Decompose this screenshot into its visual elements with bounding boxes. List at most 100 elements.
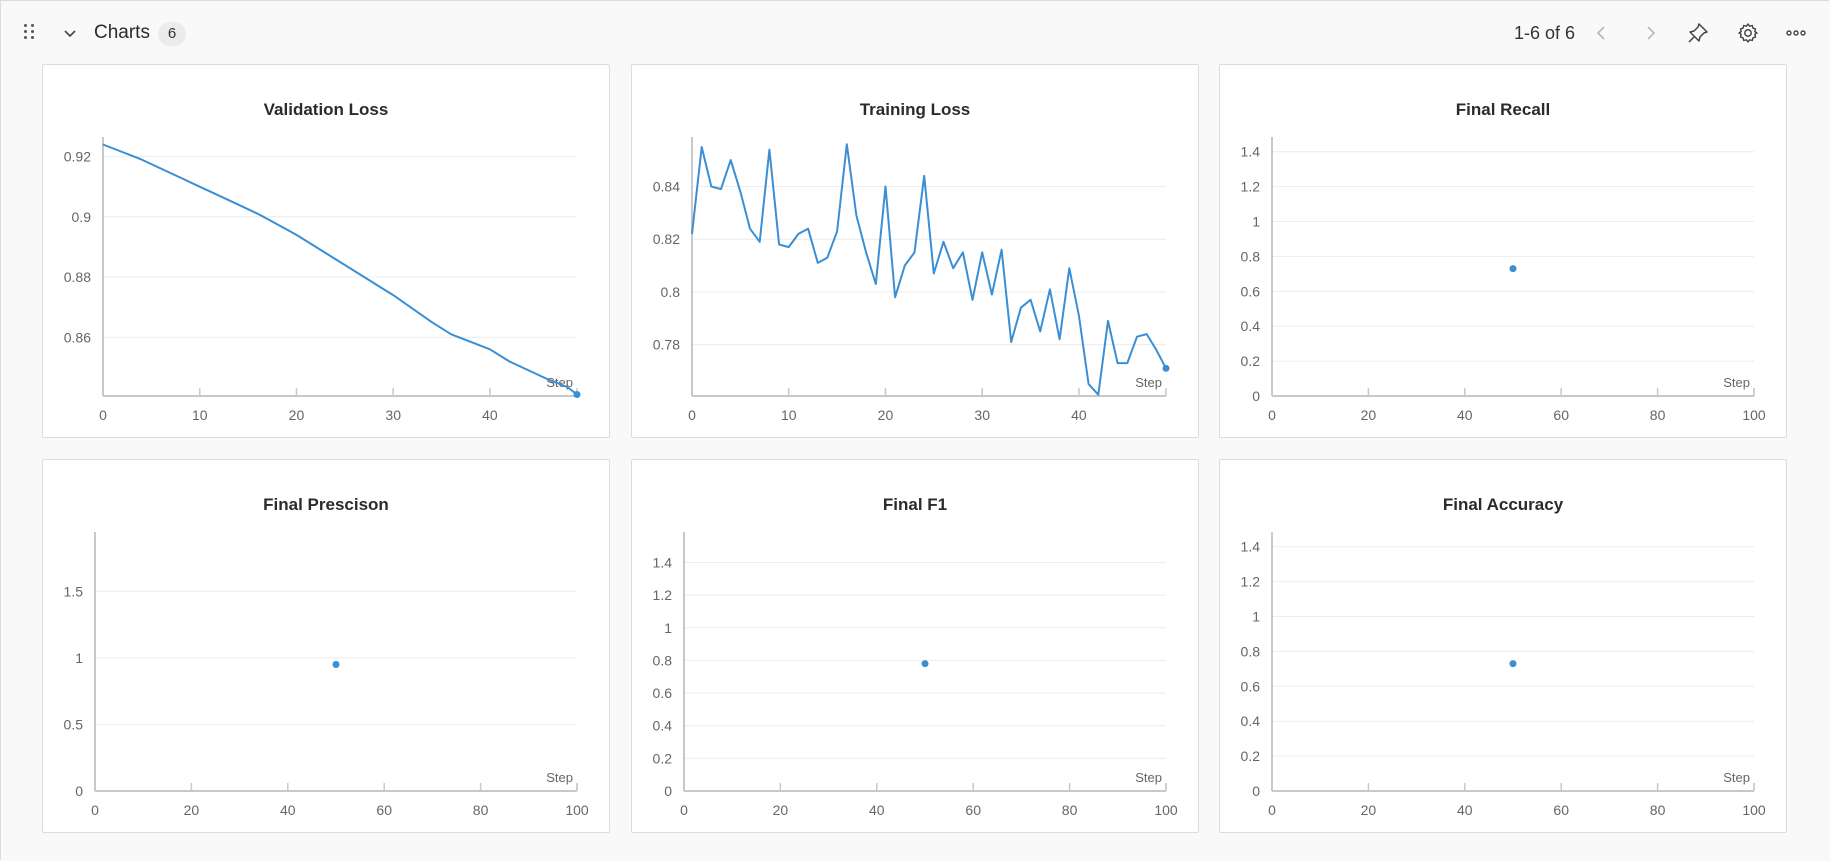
y-tick-label: 0.8 [653,652,673,668]
chart-panel-final-precision[interactable]: Final Prescison 0 0.5 1 1.5 0 20 40 60 80 100 Step [42,459,610,833]
x-tick-label: 0 [91,802,99,818]
series-line [691,143,1167,396]
x-tick-label: 30 [385,407,401,423]
chart-panel-final-recall[interactable]: Final Recall 0 0.2 0.4 0.6 0.8 1 1.2 1.4 0 20 40 60 8… [1219,64,1787,438]
chevron-right-icon[interactable] [1638,21,1662,45]
y-tick-label: 1 [1252,214,1260,230]
more-icon[interactable] [1784,21,1808,45]
count-badge: 6 [158,22,186,46]
y-tick-label: 0.6 [653,685,673,701]
chart-final-precision: Final Prescison 0 0.5 1 1.5 0 20 40 60 80 100 Step [64,495,589,818]
x-axis-label: Step [1135,375,1162,390]
y-tick-label: 0.78 [653,337,680,353]
chevron-down-icon[interactable] [62,25,78,41]
chart-title: Final Recall [1456,100,1550,119]
x-tick-label: 10 [192,407,208,423]
x-tick-label: 40 [1457,407,1473,423]
x-tick-label: 40 [869,802,885,818]
y-tick-label: 1 [1252,609,1260,625]
x-tick-label: 80 [1650,407,1666,423]
chart-panel-final-f1[interactable]: Final F1 0 0.2 0.4 0.6 0.8 1 1.2 1.4 0 20 40 60 80 100… [631,459,1199,833]
y-tick-label: 0.4 [1241,713,1261,729]
y-tick-label: 0.2 [1241,353,1261,369]
x-tick-label: 20 [878,407,894,423]
y-tick-label: 1 [664,620,672,636]
y-tick-label: 0.8 [1241,248,1261,264]
x-tick-label: 10 [781,407,797,423]
data-point[interactable] [332,661,340,668]
x-tick-label: 40 [482,407,498,423]
x-axis-label: Step [1723,770,1750,785]
chart-panel-training-loss[interactable]: Training Loss 0.78 0.8 0.82 0.84 0 10 20 30 40 Ste… [631,64,1199,438]
y-tick-label: 1.2 [1241,574,1261,590]
y-tick-label: 1.2 [1241,179,1261,195]
y-tick-label: 0.6 [1241,283,1261,299]
x-tick-label: 100 [1154,802,1178,818]
x-tick-label: 20 [1361,802,1377,818]
x-tick-label: 80 [1650,802,1666,818]
y-tick-label: 0.8 [1241,643,1261,659]
last-point [1162,364,1170,372]
y-tick-label: 0 [664,783,672,799]
x-tick-label: 0 [1268,802,1276,818]
gear-icon[interactable] [1736,21,1760,45]
chart-panel-final-accuracy[interactable]: Final Accuracy 0 0.2 0.4 0.6 0.8 1 1.2 1.4 0 20 40 6… [1219,459,1787,833]
x-tick-label: 0 [688,407,696,423]
chart-title: Final Accuracy [1443,495,1564,514]
section-title: Charts [94,22,150,43]
y-tick-label: 0.92 [64,149,91,165]
y-tick-label: 0.9 [72,209,92,225]
drag-handle-icon[interactable] [24,24,38,42]
x-tick-label: 20 [773,802,789,818]
x-tick-label: 80 [1062,802,1078,818]
x-tick-label: 40 [280,802,296,818]
y-tick-label: 0.88 [64,269,91,285]
chart-final-recall: Final Recall 0 0.2 0.4 0.6 0.8 1 1.2 1.4 0 20 40 60 8… [1241,100,1766,423]
y-tick-label: 0.6 [1241,678,1261,694]
y-tick-label: 1.2 [653,587,673,603]
x-tick-label: 40 [1457,802,1473,818]
x-tick-label: 60 [376,802,392,818]
chevron-left-icon[interactable] [1590,21,1614,45]
last-point [573,390,581,398]
y-tick-label: 0.5 [64,716,84,732]
y-tick-label: 1.4 [653,554,673,570]
data-point[interactable] [1509,660,1517,668]
x-axis-label: Step [546,770,573,785]
x-tick-label: 80 [473,802,489,818]
y-tick-label: 0.84 [653,178,680,194]
chart-title: Final F1 [883,495,947,514]
x-tick-label: 100 [1742,407,1766,423]
y-tick-label: 0 [1252,783,1260,799]
y-tick-label: 1.4 [1241,144,1261,160]
series-line [102,143,578,396]
pin-icon[interactable] [1686,21,1710,45]
y-tick-label: 0.4 [1241,318,1261,334]
chart-panel-validation-loss[interactable]: Validation Loss 0.86 0.88 0.9 0.92 0 10 20 30 40 S… [42,64,610,438]
x-tick-label: 20 [289,407,305,423]
y-tick-label: 0 [1252,388,1260,404]
x-tick-label: 20 [184,802,200,818]
y-tick-label: 0 [75,783,83,799]
y-tick-label: 0.2 [1241,748,1261,764]
data-point[interactable] [1509,265,1517,273]
y-tick-label: 0.82 [653,231,680,247]
x-tick-label: 100 [1742,802,1766,818]
x-tick-label: 40 [1071,407,1087,423]
x-tick-label: 0 [99,407,107,423]
data-point[interactable] [921,660,929,668]
x-tick-label: 60 [1553,802,1569,818]
x-axis-label: Step [1135,770,1162,785]
chart-title: Validation Loss [264,100,389,119]
x-axis-label: Step [1723,375,1750,390]
section-header: Charts 6 1-6 of 6 [0,0,1830,66]
chart-final-f1: Final F1 0 0.2 0.4 0.6 0.8 1 1.2 1.4 0 20 40 60 80 100… [653,495,1178,818]
y-tick-label: 1.4 [1241,539,1261,555]
x-tick-label: 60 [965,802,981,818]
x-tick-label: 20 [1361,407,1377,423]
y-tick-label: 0.2 [653,750,673,766]
chart-training-loss: Training Loss 0.78 0.8 0.82 0.84 0 10 20 30 40 Ste… [653,100,1170,423]
y-tick-label: 1 [75,650,83,666]
